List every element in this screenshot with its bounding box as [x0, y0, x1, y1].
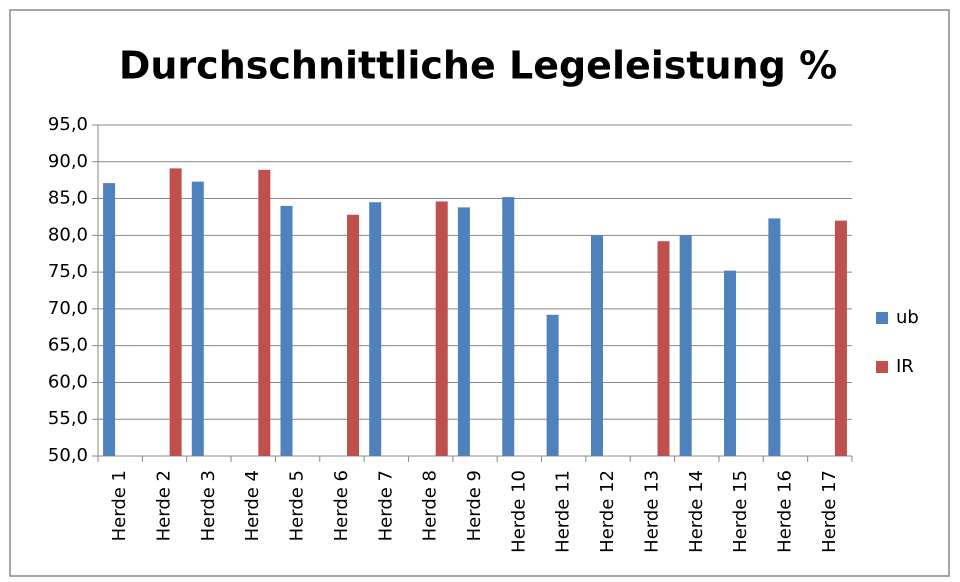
x-tick-label: Herde 10	[508, 470, 529, 553]
y-tick-label: 80,0	[48, 224, 88, 245]
x-tick-label: Herde 2	[154, 470, 175, 541]
bar	[724, 270, 737, 456]
y-tick-label: 95,0	[48, 114, 88, 135]
bar	[103, 183, 116, 456]
x-tick-label: Herde 8	[420, 470, 441, 541]
x-tick-label: Herde 12	[597, 470, 618, 553]
chart-title: Durchschnittliche Legeleistung %	[119, 44, 837, 88]
bar	[590, 235, 603, 456]
bar	[679, 235, 692, 456]
bar	[258, 169, 271, 456]
bar	[457, 207, 470, 456]
bar	[546, 314, 559, 456]
bar	[435, 201, 448, 456]
legend-label: IR	[896, 356, 914, 377]
x-tick-label: Herde 14	[686, 470, 707, 553]
y-tick-label: 65,0	[48, 335, 88, 356]
x-tick-label: Herde 9	[464, 470, 485, 541]
y-tick-label: 60,0	[48, 371, 88, 392]
bar	[768, 218, 781, 456]
bar	[657, 241, 670, 456]
chart-frame	[9, 9, 950, 577]
y-tick-label: 85,0	[48, 188, 88, 209]
y-tick-label: 75,0	[48, 261, 88, 282]
x-tick-label: Herde 13	[641, 470, 662, 553]
x-tick-label: Herde 16	[774, 470, 795, 553]
bar	[502, 197, 515, 456]
x-tick-label: Herde 7	[375, 470, 396, 541]
y-tick-label: 70,0	[48, 298, 88, 319]
bar	[834, 220, 847, 456]
x-tick-label: Herde 4	[242, 470, 263, 541]
legend-swatch	[876, 312, 888, 324]
bar	[191, 181, 204, 457]
x-tick-label: Herde 15	[730, 470, 751, 553]
x-tick-label: Herde 3	[198, 470, 219, 541]
x-tick-label: Herde 1	[109, 470, 130, 541]
x-tick-label: Herde 6	[331, 470, 352, 541]
bar	[369, 202, 382, 456]
bar	[347, 214, 360, 456]
bar	[169, 168, 182, 457]
bar	[280, 205, 293, 456]
x-tick-label: Herde 17	[819, 470, 840, 553]
legend-label: ub	[896, 307, 919, 328]
x-tick-label: Herde 11	[553, 470, 574, 553]
y-tick-label: 55,0	[48, 408, 88, 429]
y-tick-label: 90,0	[48, 151, 88, 172]
y-tick-label: 50,0	[48, 445, 88, 466]
x-tick-label: Herde 5	[287, 470, 308, 541]
legend-swatch	[876, 361, 888, 373]
